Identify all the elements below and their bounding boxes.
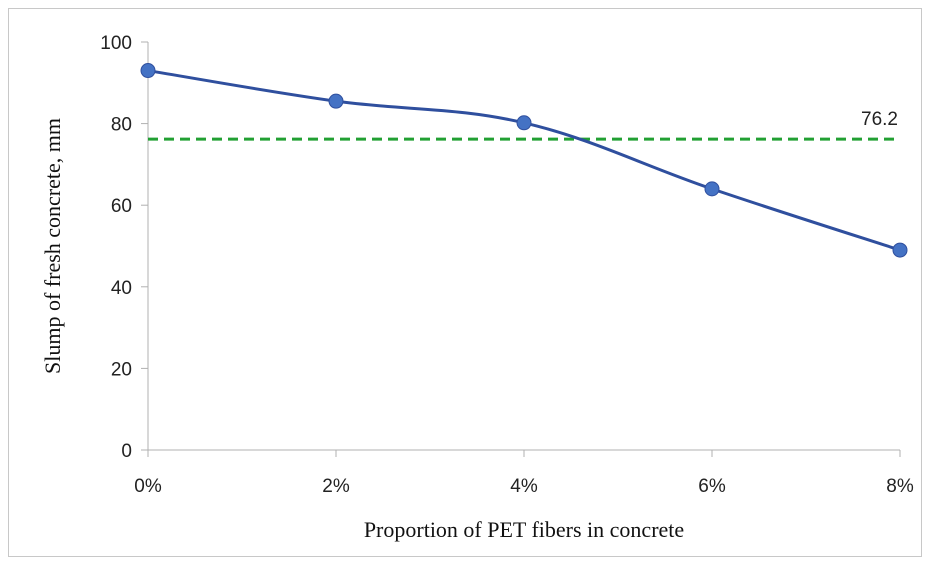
x-tick-label: 2% xyxy=(322,476,350,497)
reference-line-group: 76.2 xyxy=(148,109,900,141)
data-point xyxy=(892,242,908,258)
x-tick-label: 4% xyxy=(510,476,538,497)
x-axis: 0% 2% 4% 6% 8% xyxy=(134,449,914,497)
data-point xyxy=(516,115,532,131)
y-tick-label: 80 xyxy=(111,115,132,136)
data-point xyxy=(140,63,156,79)
x-tick-label: 0% xyxy=(134,476,162,497)
y-tick-label: 40 xyxy=(111,278,132,299)
y-tick-label: 60 xyxy=(111,196,132,217)
y-axis-title: Slump of fresh concrete, mm xyxy=(40,118,65,374)
reference-line-label: 76.2 xyxy=(861,109,898,130)
x-axis-title: Proportion of PET fibers in concrete xyxy=(364,517,684,542)
y-tick-label: 0 xyxy=(121,441,132,462)
chart-frame xyxy=(8,8,922,557)
y-axis: 0 20 40 60 80 100 xyxy=(100,33,149,462)
data-point xyxy=(328,93,344,109)
x-tick-label: 8% xyxy=(886,476,914,497)
series-line xyxy=(147,69,901,252)
data-point xyxy=(704,181,720,197)
series-group xyxy=(140,63,908,258)
y-tick-label: 20 xyxy=(111,359,132,380)
x-tick-label: 6% xyxy=(698,476,726,497)
y-tick-label: 100 xyxy=(100,33,132,54)
